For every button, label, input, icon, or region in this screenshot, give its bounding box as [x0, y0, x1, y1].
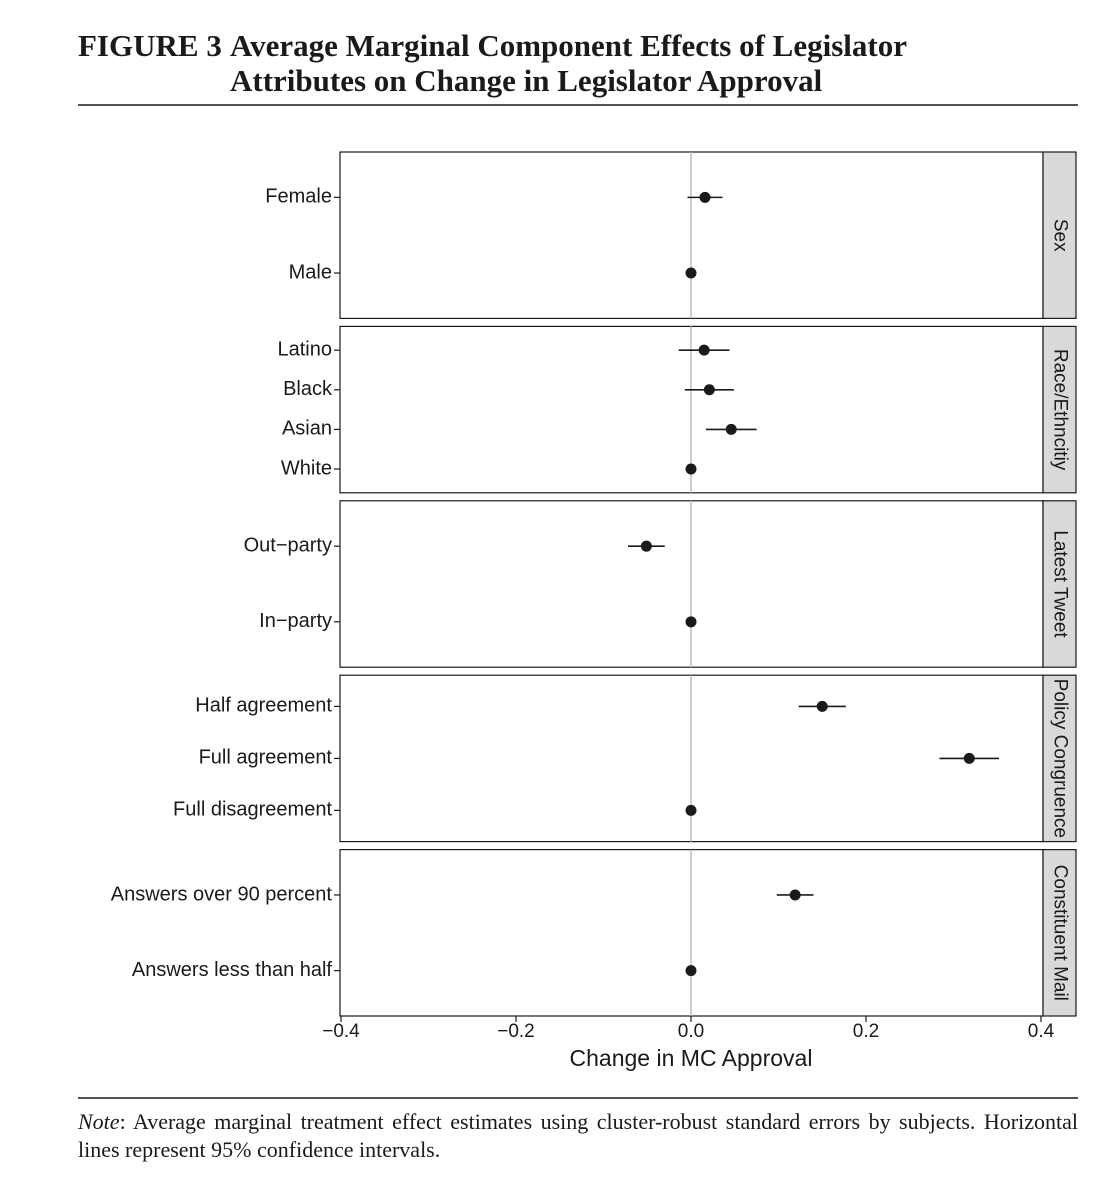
y-tick-label: In−party — [259, 610, 332, 632]
note-text: : Average marginal treatment effect esti… — [78, 1109, 1078, 1162]
y-tick-label: Male — [289, 261, 332, 283]
strip — [1042, 848, 1077, 1017]
y-tick-label: Full disagreement — [173, 799, 332, 821]
y-tick-label: Latino — [278, 338, 333, 360]
point — [640, 540, 652, 552]
point — [816, 700, 828, 712]
point — [703, 384, 715, 396]
point — [963, 752, 975, 764]
note-label: Note — [78, 1109, 120, 1134]
y-tick-label: Asian — [282, 418, 332, 440]
y-tick-label: Female — [265, 186, 332, 208]
point — [698, 344, 710, 356]
x-tick-label: 0.4 — [1028, 1021, 1055, 1042]
strip-label: Latest Tweet — [1049, 530, 1070, 638]
strip-label: Race/Ethncitiy — [1049, 349, 1070, 471]
strip-label: Sex — [1049, 219, 1070, 252]
strip-label: Constituent Mail — [1049, 865, 1070, 1001]
y-tick-label: Answers over 90 percent — [111, 883, 333, 905]
strip — [1042, 151, 1077, 319]
x-tick-label: 0.0 — [678, 1021, 704, 1042]
point — [685, 463, 697, 475]
title-line: Attributes on Change in Legislator Appro… — [230, 63, 823, 98]
point — [685, 267, 697, 279]
y-tick-label: Out−party — [244, 534, 332, 556]
title-line: Average Marginal Component Effects of Le… — [230, 28, 907, 63]
y-tick-label: Full agreement — [199, 747, 333, 769]
x-tick-label: −0.4 — [322, 1021, 360, 1042]
point — [685, 804, 697, 816]
point — [725, 423, 737, 435]
point — [685, 965, 697, 977]
x-tick-label: 0.2 — [853, 1021, 879, 1042]
point — [699, 191, 711, 203]
y-tick-label: White — [281, 457, 332, 479]
figure-label: FIGURE 3 — [78, 28, 222, 63]
strip — [1042, 674, 1077, 843]
y-tick-label: Answers less than half — [132, 959, 333, 981]
x-axis-label: Change in MC Approval — [570, 1045, 813, 1071]
note: Note: Average marginal treatment effect … — [78, 1108, 1078, 1164]
y-tick-label: Half agreement — [195, 695, 332, 717]
strip — [1042, 500, 1077, 668]
x-tick-label: −0.2 — [497, 1021, 535, 1042]
point — [685, 616, 697, 628]
figure-title: Average Marginal Component Effects of Le… — [230, 28, 907, 98]
strip-label: Policy Congruence — [1049, 679, 1070, 838]
point — [789, 889, 801, 901]
strip — [1042, 325, 1077, 494]
y-tick-label: Black — [283, 378, 333, 400]
